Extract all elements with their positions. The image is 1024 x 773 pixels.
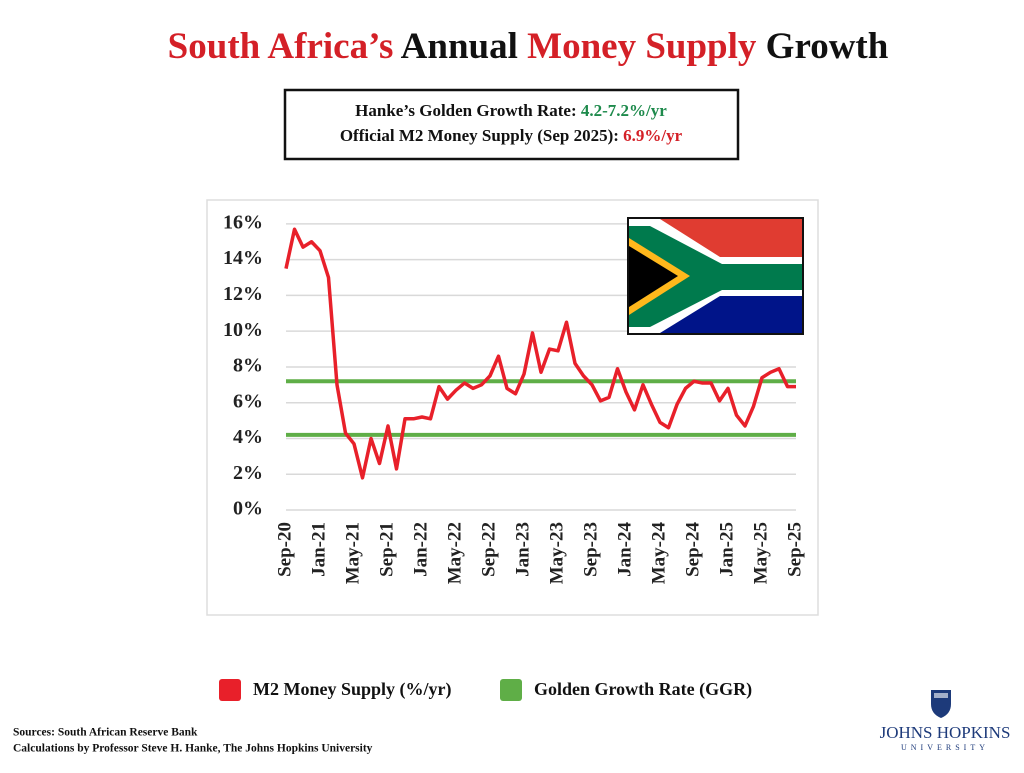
y-tick-label: 14%: [223, 247, 263, 269]
y-tick-label: 6%: [233, 390, 263, 412]
title-part: South Africa’s: [168, 26, 394, 67]
legend-swatch: [500, 679, 522, 701]
note-line: Hanke’s Golden Growth Rate: 4.2-7.2%/yr: [355, 101, 667, 120]
y-tick-label: 0%: [233, 498, 263, 520]
x-tick-label: Jan-22: [410, 522, 431, 577]
legend-label: Golden Growth Rate (GGR): [534, 679, 752, 700]
title-part: Annual: [401, 26, 518, 67]
legend-swatch: [219, 679, 241, 701]
x-tick-label: May-25: [750, 522, 771, 584]
chart-title: South Africa’s Annual Money Supply Growt…: [168, 26, 889, 67]
logo-name: JOHNS HOPKINS: [880, 723, 1011, 742]
x-tick-label: Sep-23: [580, 522, 601, 577]
y-tick-label: 2%: [233, 462, 263, 484]
x-tick-label: May-24: [648, 522, 669, 585]
source-note: Sources: South African Reserve Bank: [13, 727, 198, 739]
flag: [627, 217, 804, 335]
note-line: Official M2 Money Supply (Sep 2025): 6.9…: [340, 126, 683, 145]
logo: [931, 690, 951, 718]
title-part: Money Supply: [527, 26, 757, 67]
x-tick-label: Jan-25: [716, 522, 737, 577]
x-tick-label: May-22: [444, 522, 465, 584]
x-tick-label: May-21: [342, 522, 363, 584]
x-tick-label: Sep-25: [784, 522, 805, 577]
x-tick-label: Sep-22: [478, 522, 499, 577]
note-label: Hanke’s Golden Growth Rate:: [355, 101, 576, 120]
title-part: Growth: [766, 26, 889, 67]
y-tick-label: 12%: [223, 283, 263, 305]
y-tick-label: 16%: [223, 211, 263, 233]
note-value: 4.2-7.2%/yr: [581, 101, 667, 120]
note-box: [283, 88, 740, 161]
y-tick-label: 10%: [223, 319, 263, 341]
note-label: Official M2 Money Supply (Sep 2025):: [340, 126, 619, 145]
note-value: 6.9%/yr: [623, 126, 682, 145]
y-tick-label: 4%: [233, 426, 263, 448]
x-tick-label: May-23: [546, 522, 567, 584]
legend-label: M2 Money Supply (%/yr): [253, 679, 452, 700]
y-tick-label: 8%: [233, 355, 263, 377]
x-tick-label: Jan-23: [512, 522, 533, 577]
series-line: [284, 227, 796, 480]
x-tick-label: Jan-21: [308, 522, 329, 577]
x-tick-label: Sep-21: [376, 522, 397, 577]
x-tick-label: Sep-20: [274, 522, 295, 577]
logo-sub: UNIVERSITY: [901, 743, 989, 752]
x-tick-label: Jan-24: [614, 522, 635, 577]
x-tick-label: Sep-24: [682, 522, 703, 577]
source-note: Calculations by Professor Steve H. Hanke…: [13, 743, 373, 755]
